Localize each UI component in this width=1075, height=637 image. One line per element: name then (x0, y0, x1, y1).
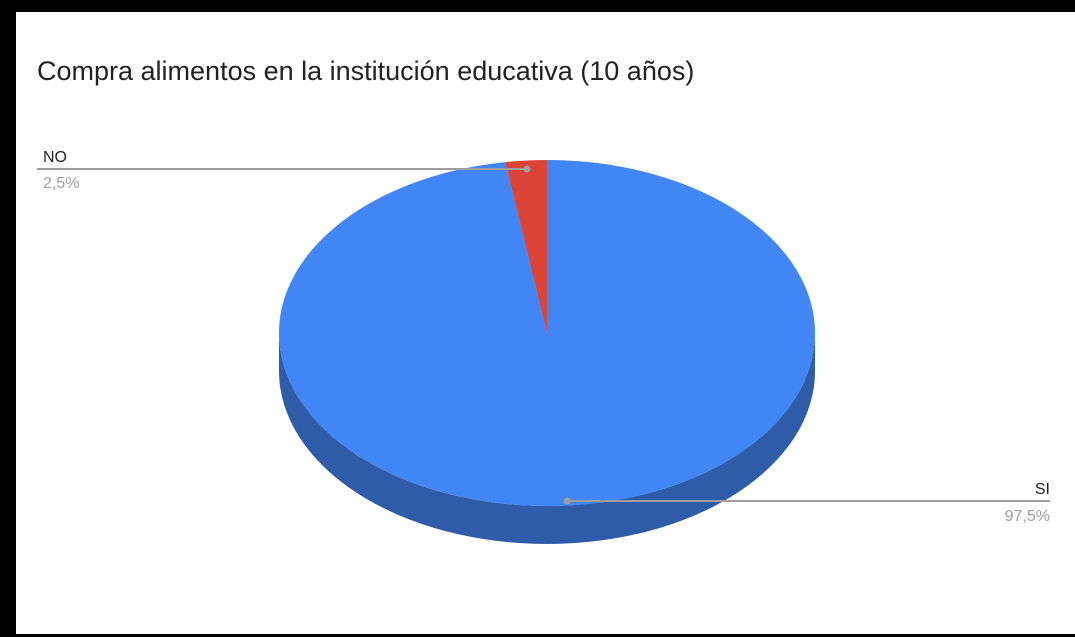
slice-label-si: SI (1035, 481, 1050, 498)
pie-slice-no (505, 160, 547, 333)
leader-dot-no (523, 165, 531, 173)
chart-title: Compra alimentos en la institución educa… (37, 56, 695, 86)
pie-side-si (279, 333, 815, 544)
pie-group (278, 160, 815, 544)
label-group: SI 97,5% NO 2,5% (37, 149, 1050, 525)
slice-percent-no: 2,5% (43, 175, 79, 192)
slice-percent-si: 97,5% (1005, 508, 1050, 525)
slice-label-no: NO (43, 149, 67, 166)
pie-slice-si (278, 160, 815, 506)
leader-dot-si (563, 497, 571, 505)
